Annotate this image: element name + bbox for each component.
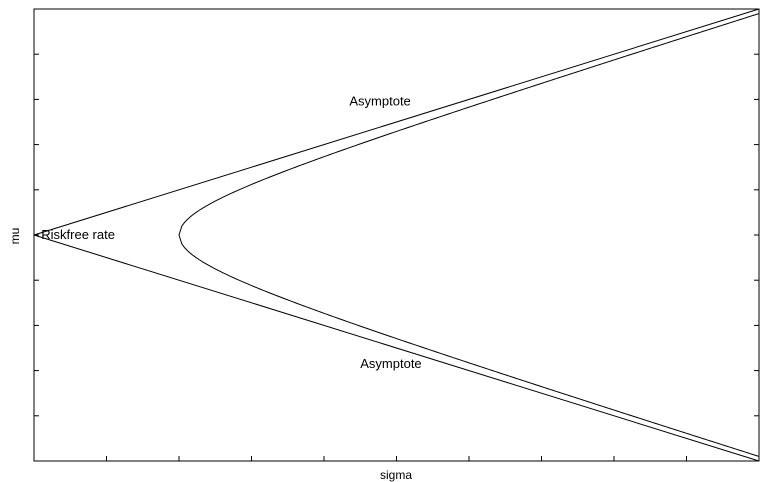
plot-frame [33, 8, 760, 462]
y-axis-ticks [34, 53, 759, 417]
x-axis-ticks [33, 456, 760, 461]
x-axis-label: sigma [380, 468, 412, 482]
series-asymptote-upper [33, 8, 760, 236]
series-frontier-hyperbola [178, 13, 760, 457]
series-asymptote-lower [33, 234, 760, 462]
annotations: Riskfree rate Asymptote Asymptote [41, 94, 421, 371]
annotation-0: Riskfree rate [41, 227, 115, 242]
series-group [33, 8, 760, 462]
annotation-2: Asymptote [360, 356, 421, 371]
y-axis-label: mu [8, 228, 22, 245]
annotation-1: Asymptote [349, 94, 410, 109]
